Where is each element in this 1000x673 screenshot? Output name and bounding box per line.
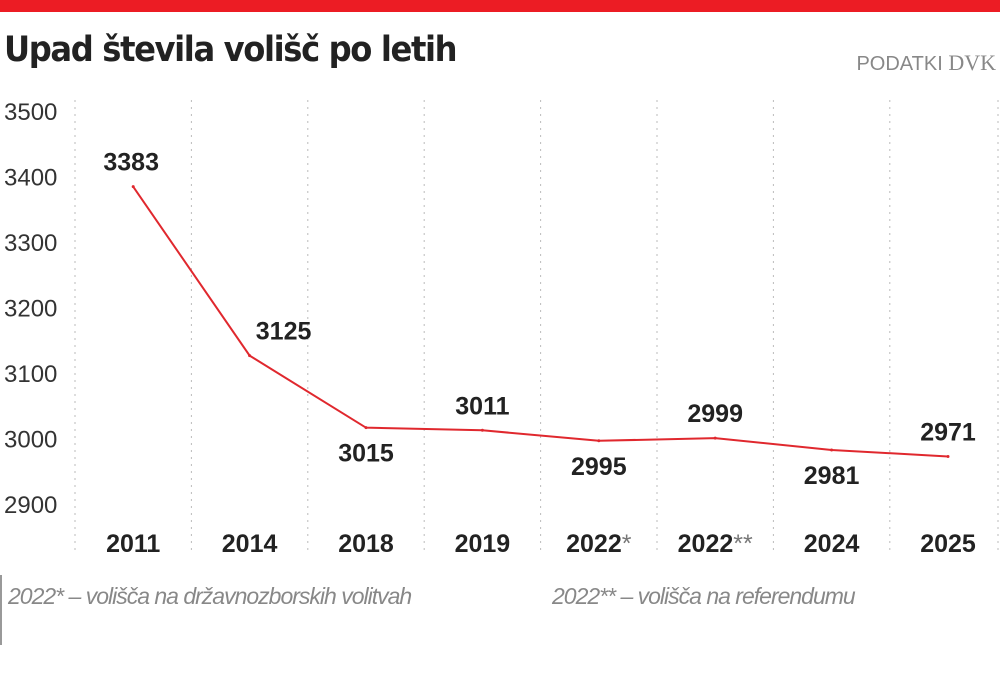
series-line	[132, 186, 949, 458]
y-tick-label: 3500	[4, 99, 57, 126]
line-chart: 3500 3400 3300 3200 3100 3000 2900 2011 2014 2018…	[4, 99, 999, 558]
footnote-2: 2022** – volišča na referendumu	[552, 583, 856, 609]
data-label: 2981	[804, 462, 860, 490]
data-point	[946, 454, 950, 458]
footnotes: 2022* – volišča na državnozborskih volit…	[0, 575, 856, 645]
y-tick-label: 3200	[4, 296, 57, 323]
data-label: 3125	[256, 318, 312, 346]
source-credit: PODATKI DVK	[856, 50, 996, 76]
data-point	[597, 439, 601, 443]
source-prefix: PODATKI	[856, 53, 943, 75]
x-tick-label: 2022**	[678, 530, 753, 558]
chart-title: Upad števila volišč po letih	[4, 30, 458, 70]
footnote-1: 2022* – volišča na državnozborskih volit…	[8, 583, 412, 609]
source-name: DVK	[948, 50, 996, 75]
top-accent-bar	[0, 0, 1000, 12]
data-label: 3015	[338, 440, 394, 468]
data-point	[364, 426, 368, 430]
x-tick-label: 2011	[106, 530, 160, 558]
data-label: 3011	[455, 392, 509, 420]
y-tick-label: 3000	[4, 427, 57, 454]
x-tick-label: 2024	[804, 530, 860, 558]
y-tick-label: 3100	[4, 361, 57, 388]
x-tick-label: 2022*	[566, 530, 632, 558]
data-label: 2971	[920, 418, 976, 446]
data-label: 2995	[571, 453, 627, 481]
data-point	[830, 448, 834, 452]
data-point	[131, 185, 135, 189]
y-tick-label: 2900	[4, 492, 57, 519]
data-label: 2999	[687, 400, 743, 428]
x-tick-label: 2019	[455, 530, 511, 558]
data-point	[713, 436, 717, 440]
x-tick-label: 2014	[222, 530, 278, 558]
data-point	[480, 428, 484, 432]
data-label: 3383	[103, 149, 159, 177]
y-tick-label: 3300	[4, 230, 57, 257]
y-tick-label: 3400	[4, 165, 57, 192]
data-point	[248, 354, 252, 358]
x-tick-label: 2018	[338, 530, 394, 558]
x-tick-label: 2025	[920, 530, 976, 558]
